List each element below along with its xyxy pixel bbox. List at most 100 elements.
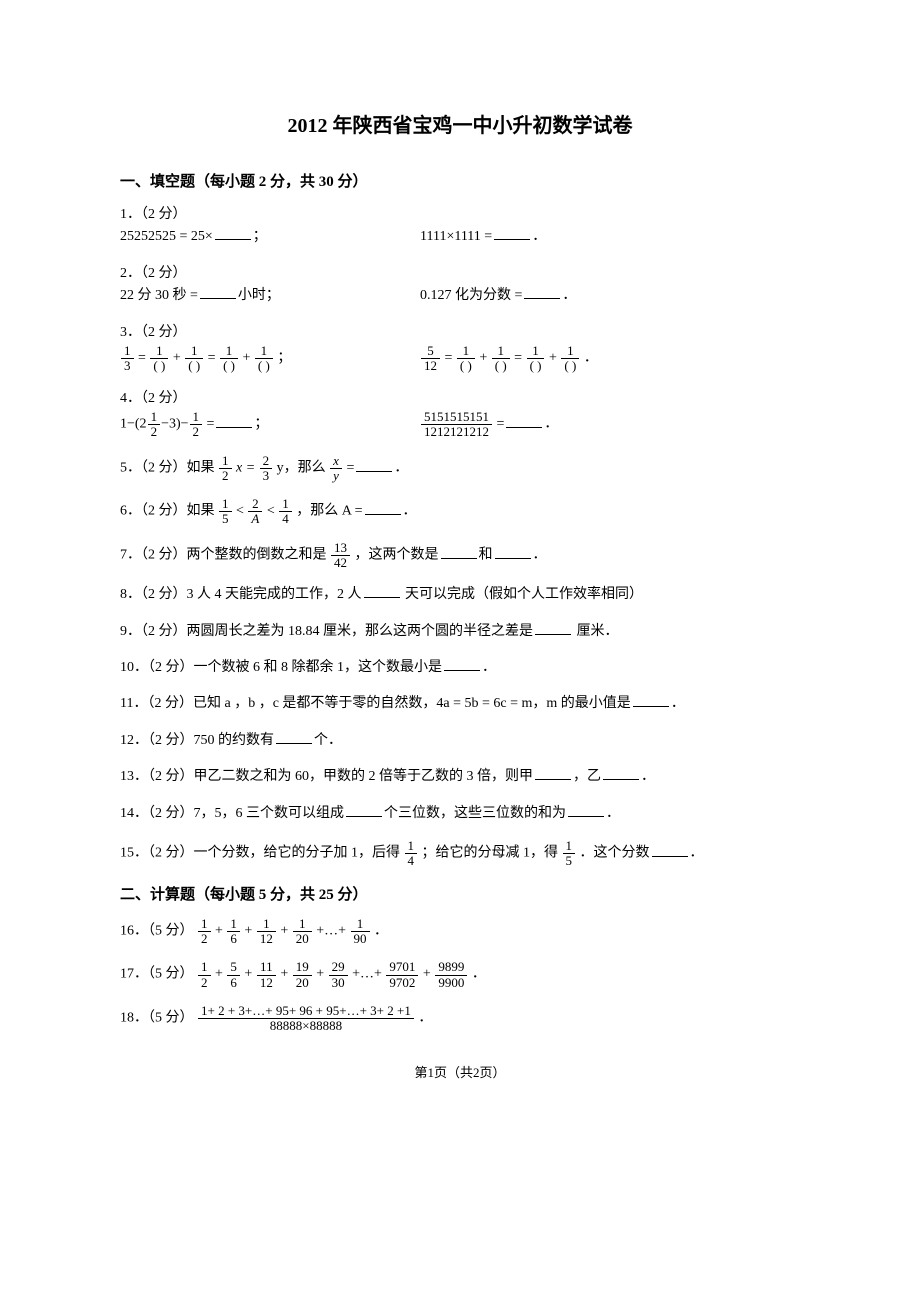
- frac-den: 3: [260, 469, 273, 483]
- p7-b: ，这两个数是: [355, 547, 439, 562]
- dots: +…+: [316, 923, 346, 938]
- frac-den: 12: [257, 976, 276, 990]
- p1-right-b: ．: [532, 229, 546, 244]
- p15-c: ．这个分数: [580, 846, 650, 861]
- frac-num: 1: [148, 410, 161, 425]
- p15-d: ．: [690, 846, 704, 861]
- problem-4-label: 4．（2 分）: [120, 388, 800, 410]
- plus: +: [280, 923, 288, 938]
- frac-den: 6: [227, 976, 240, 990]
- frac-num: 1: [561, 344, 579, 359]
- frac-num: 1: [492, 344, 510, 359]
- p2-right-b: ．: [562, 288, 576, 303]
- p5-end: ．: [394, 460, 408, 475]
- frac-num: 9899: [435, 960, 467, 975]
- blank: [494, 226, 530, 240]
- p8-a: 8．（2 分）3 人 4 天能完成的工作，2 人: [120, 587, 362, 602]
- frac-den: 3: [121, 359, 134, 373]
- p6-mid: ，那么 A =: [296, 504, 362, 519]
- p1-right-a: 1111×1111 =: [420, 229, 492, 244]
- frac-den: ( ): [492, 359, 510, 373]
- frac-den: 20: [293, 932, 312, 946]
- frac-den: 2: [148, 425, 161, 439]
- p9-a: 9．（2 分）两圆周长之差为 18.84 厘米，那么这两个圆的半径之差是: [120, 624, 533, 639]
- problem-3: 3．（2 分） 13 = 1( ) + 1( ) = 1( ) + 1( ) ；…: [120, 322, 800, 374]
- p12-a: 12．（2 分）750 的约数有: [120, 733, 274, 748]
- plus: +: [280, 967, 288, 982]
- p18-label: 18．（5 分）: [120, 1010, 194, 1025]
- p7-c: 和: [479, 547, 493, 562]
- frac-den: 5: [563, 854, 576, 868]
- frac-num: 1: [227, 917, 240, 932]
- problem-18: 18．（5 分） 1+ 2 + 3+…+ 95+ 96 + 95+…+ 3+ 2…: [120, 1004, 800, 1034]
- frac-num: 1: [351, 917, 370, 932]
- blank: [364, 584, 400, 598]
- blank: [441, 545, 477, 559]
- plus: +: [244, 967, 252, 982]
- frac-num: 29: [329, 960, 348, 975]
- frac-den: 6: [227, 932, 240, 946]
- frac-den: 90: [351, 932, 370, 946]
- frac-num: 9701: [386, 960, 418, 975]
- lt: <: [267, 504, 275, 519]
- frac-den: ( ): [185, 359, 203, 373]
- problem-15: 15．（2 分）一个分数，给它的分子加 1，后得 14 ；给它的分母减 1，得 …: [120, 839, 800, 869]
- frac-num: 1: [150, 344, 168, 359]
- period: ．: [584, 351, 598, 366]
- p10-a: 10．（2 分）一个数被 6 和 8 除都余 1，这个数最小是: [120, 660, 442, 675]
- p2-left-b: 小时；: [238, 288, 280, 303]
- frac-num: 11: [257, 960, 276, 975]
- blank: [365, 501, 401, 515]
- frac-num: 1: [293, 917, 312, 932]
- p15-a: 15．（2 分）一个分数，给它的分子加 1，后得: [120, 846, 400, 861]
- blank: [535, 621, 571, 635]
- p2-left-a: 22 分 30 秒 =: [120, 288, 198, 303]
- frac-num: 5: [227, 960, 240, 975]
- page-title: 2012 年陕西省宝鸡一中小升初数学试卷: [120, 110, 800, 142]
- p1-left-b: ；: [253, 229, 267, 244]
- plus: +: [244, 923, 252, 938]
- frac-num: 1: [527, 344, 545, 359]
- p14-b: 个三位数，这些三位数的和为: [384, 806, 566, 821]
- page-footer: 第1页（共2页）: [120, 1063, 800, 1084]
- p13-a: 13．（2 分）甲乙二数之和为 60，甲数的 2 倍等于乙数的 3 倍，则甲: [120, 769, 533, 784]
- dots: +…+: [352, 967, 382, 982]
- blank: [495, 545, 531, 559]
- p8-b: 天可以完成（假如个人工作效率相同）: [402, 587, 644, 602]
- end: ．: [472, 967, 486, 982]
- p5-label: 5．（2 分）如果: [120, 460, 215, 475]
- p11-b: ．: [671, 696, 685, 711]
- problem-6: 6．（2 分）如果 15 < 2A < 14 ，那么 A =．: [120, 497, 800, 527]
- frac-den: ( ): [220, 359, 238, 373]
- frac-num: 1: [190, 410, 203, 425]
- blank: [356, 458, 392, 472]
- frac-num: 1+ 2 + 3+…+ 95+ 96 + 95+…+ 3+ 2 +1: [198, 1004, 414, 1019]
- p5-mid1: x =: [236, 460, 255, 475]
- frac-den: ( ): [457, 359, 475, 373]
- frac-num: 1: [185, 344, 203, 359]
- problem-4: 4．（2 分） 1−(212−3)−12 =； 5151515151121212…: [120, 388, 800, 440]
- blank: [346, 803, 382, 817]
- p4-a3: =: [203, 417, 214, 432]
- problem-9: 9．（2 分）两圆周长之差为 18.84 厘米，那么这两个圆的半径之差是 厘米．: [120, 621, 800, 643]
- frac-den: 4: [405, 854, 418, 868]
- p6-label: 6．（2 分）如果: [120, 504, 215, 519]
- frac-den: ( ): [527, 359, 545, 373]
- p7-d: ．: [533, 547, 547, 562]
- p1-left-a: 25252525 = 25×: [120, 229, 213, 244]
- section-1-header: 一、填空题（每小题 2 分，共 30 分）: [120, 170, 800, 194]
- p14-a: 14．（2 分）7，5，6 三个数可以组成: [120, 806, 344, 821]
- frac-den: ( ): [561, 359, 579, 373]
- frac-num: 2: [248, 497, 262, 512]
- p9-b: 厘米．: [573, 624, 619, 639]
- blank: [200, 285, 236, 299]
- blank: [568, 803, 604, 817]
- plus: +: [215, 923, 223, 938]
- frac-den: 9702: [386, 976, 418, 990]
- semicolon: ；: [277, 351, 291, 366]
- p4-a1: 1−(2: [120, 417, 147, 432]
- blank: [276, 730, 312, 744]
- blank: [603, 766, 639, 780]
- p14-c: ．: [606, 806, 620, 821]
- frac-den: 12: [421, 359, 440, 373]
